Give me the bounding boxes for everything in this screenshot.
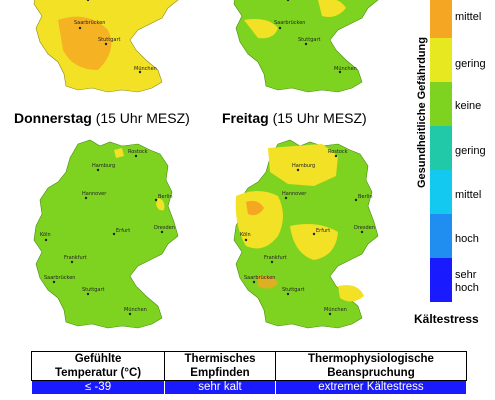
legend-swatch-cold-gering bbox=[430, 126, 452, 170]
map-tuesday: Saarbrücken Stuttgart München Frankfurt bbox=[233, 0, 379, 93]
city-frankfurt: Frankfurt bbox=[264, 255, 287, 261]
panel-title-fri: Freitag (15 Uhr MESZ) bbox=[222, 110, 367, 126]
city-muenchen: München bbox=[334, 66, 357, 72]
legend-swatch-cold-sehr-hoch bbox=[430, 258, 452, 302]
legend-swatch-warm-gering bbox=[430, 38, 452, 82]
legend-label: mittel bbox=[455, 189, 482, 201]
map-friday: Hamburg Rostock Hannover Berlin Köln Erf… bbox=[233, 139, 379, 329]
panel-title-time: (15 Uhr MESZ) bbox=[95, 110, 190, 126]
city-hannover: Hannover bbox=[82, 191, 107, 197]
city-rostock: Rostock bbox=[128, 149, 148, 155]
classification-table: Gefühlte Temperatur (°C) Thermisches Emp… bbox=[30, 351, 468, 395]
city-berlin: Berlin bbox=[358, 194, 373, 200]
city-saarbruecken: Saarbrücken bbox=[244, 275, 275, 281]
city-stuttgart: Stuttgart bbox=[298, 37, 321, 43]
legend-vertical-label: Gesundheitliche Gefährdung bbox=[416, 37, 428, 188]
panel-title-thu: Donnerstag (15 Uhr MESZ) bbox=[14, 110, 190, 126]
city-saarbruecken: Saarbrücken bbox=[274, 20, 305, 26]
legend-label: mittel bbox=[455, 11, 482, 23]
legend-label: keine bbox=[455, 100, 482, 112]
city-dresden: Dresden bbox=[354, 225, 375, 231]
city-hamburg: Hamburg bbox=[92, 163, 115, 169]
table-header: Thermisches Empfinden bbox=[164, 351, 276, 381]
legend-cold-label: Kältestress bbox=[414, 312, 479, 326]
city-stuttgart: Stuttgart bbox=[82, 287, 105, 293]
table-cell: sehr kalt bbox=[164, 380, 276, 395]
city-berlin: Berlin bbox=[158, 194, 173, 200]
legend-swatch-keine bbox=[430, 82, 452, 126]
city-erfurt: Erfurt bbox=[316, 228, 330, 234]
city-stuttgart: Stuttgart bbox=[282, 287, 305, 293]
map-thursday: Hamburg Rostock Hannover Berlin Köln Erf… bbox=[33, 139, 179, 329]
legend-label: sehr hoch bbox=[455, 269, 479, 294]
city-dresden: Dresden bbox=[154, 225, 175, 231]
city-stuttgart: Stuttgart bbox=[98, 37, 121, 43]
legend-swatch-cold-hoch bbox=[430, 214, 452, 258]
city-saarbruecken: Saarbrücken bbox=[74, 20, 105, 26]
table-cell: extremer Kältestress bbox=[274, 380, 468, 395]
table-header: Thermophysiologische Beanspruchung bbox=[274, 351, 468, 381]
table-header: Gefühlte Temperatur (°C) bbox=[30, 351, 166, 381]
legend-label: gering bbox=[455, 145, 486, 157]
city-koeln: Köln bbox=[40, 232, 51, 238]
city-erfurt: Erfurt bbox=[116, 228, 130, 234]
legend-label: gering bbox=[455, 58, 486, 70]
panel-title-day: Freitag bbox=[222, 110, 269, 126]
city-muenchen: München bbox=[134, 66, 157, 72]
panel-title-day: Donnerstag bbox=[14, 110, 92, 126]
city-saarbruecken: Saarbrücken bbox=[44, 275, 75, 281]
legend-label: hoch bbox=[455, 233, 479, 245]
city-rostock: Rostock bbox=[328, 149, 348, 155]
legend-swatch-cold-mittel bbox=[430, 170, 452, 214]
legend-swatch-warm-mittel bbox=[430, 0, 452, 38]
city-muenchen: München bbox=[324, 307, 347, 313]
panel-title-time: (15 Uhr MESZ) bbox=[272, 110, 367, 126]
city-muenchen: München bbox=[124, 307, 147, 313]
map-monday: Saarbrücken Stuttgart München Frankfurt bbox=[33, 0, 179, 93]
city-koeln: Köln bbox=[240, 232, 251, 238]
table-header-row: Gefühlte Temperatur (°C) Thermisches Emp… bbox=[30, 351, 468, 381]
legend-colorbar bbox=[430, 0, 452, 302]
table-row: ≤ -39 sehr kalt extremer Kältestress bbox=[30, 380, 468, 395]
table-cell: ≤ -39 bbox=[30, 380, 166, 395]
city-frankfurt: Frankfurt bbox=[64, 255, 87, 261]
city-hannover: Hannover bbox=[282, 191, 307, 197]
city-hamburg: Hamburg bbox=[292, 163, 315, 169]
